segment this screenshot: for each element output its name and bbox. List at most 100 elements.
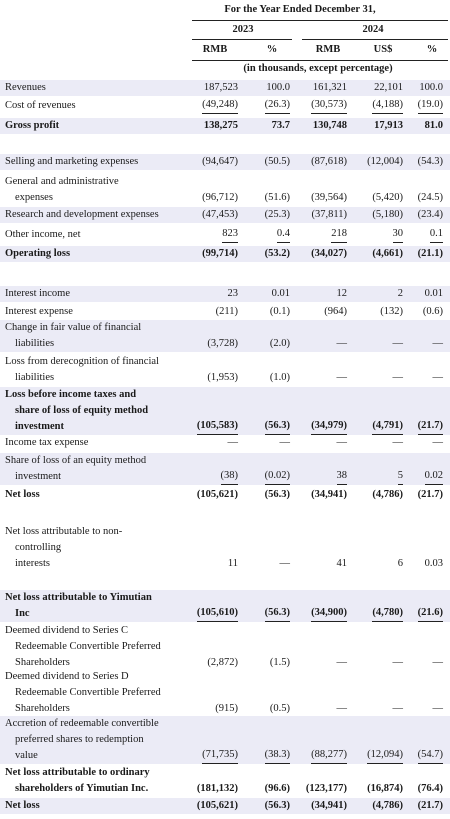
cell-value: — [336, 657, 348, 668]
cell-value: (1.0) [269, 372, 290, 383]
cell-value: (4,786) [372, 800, 403, 811]
period-header: For the Year Ended December 31, [224, 4, 376, 15]
cell-value: 0.01 [424, 288, 443, 299]
table-row: Share of loss of an equity method investm… [0, 453, 450, 485]
row-label: Net loss attributable to non-controlling… [5, 524, 122, 572]
cell-value: (39,564) [311, 192, 347, 203]
label-line: General and administrative [5, 176, 119, 187]
cell-value: 0.01 [271, 288, 290, 299]
table-row: Net loss (105,621) (56.3) (34,941) (4,786) (2… [0, 487, 450, 503]
cell-value: (51.6) [264, 192, 290, 203]
cell-value: 218 [331, 226, 347, 243]
cell-value: (2.0) [269, 338, 290, 349]
row-label: Cost of revenues [5, 98, 76, 114]
cell-value: (12,094) [367, 747, 403, 764]
cell-value: — [392, 703, 404, 714]
row-label: Loss before income taxes and share of los… [5, 387, 148, 435]
label-line: Net loss attributable to Yimutian [5, 592, 152, 603]
cell-value: (4,780) [372, 605, 403, 622]
cell-value: (34,941) [311, 489, 347, 500]
cell-value: (76.4) [417, 783, 443, 794]
cell-value: (0.1) [269, 306, 290, 317]
cell-value: (94,647) [202, 156, 238, 167]
label-line: Net loss [5, 800, 40, 811]
cell-value: (47,453) [202, 209, 238, 220]
table-row: Cost of revenues (49,248) (26.3) (30,573) (4… [0, 98, 450, 114]
table-row: Net loss attributable to non-controlling… [0, 524, 450, 572]
row-label: Accretion of redeemable convertible prefe… [5, 716, 159, 764]
cell-value: 5 [397, 468, 403, 485]
cell-value: 0.02 [424, 468, 443, 485]
label-line: Shareholders [15, 703, 70, 714]
cell-value: (26.3) [264, 97, 290, 114]
cell-value: (105,610) [196, 605, 238, 622]
table-row: Net loss attributable to Yimutian Inc (105… [0, 590, 450, 622]
row-label: Income tax expense [5, 435, 88, 451]
cell-value: (24.5) [417, 192, 443, 203]
table-row: Other income, net 823 0.4 218 30 0.1 [0, 227, 450, 243]
cell-value: (211) [215, 306, 238, 317]
cell-value: (0.6) [422, 306, 443, 317]
rule [302, 39, 448, 40]
label-line: value [15, 750, 38, 761]
cell-value: (4,791) [372, 418, 403, 435]
cell-value: (132) [380, 306, 403, 317]
label-line: Shareholders [15, 657, 70, 668]
cell-value: (964) [324, 306, 347, 317]
cell-value: (56.3) [264, 800, 290, 811]
cell-value: (16,874) [367, 783, 403, 794]
cell-value: (34,941) [311, 800, 347, 811]
cell-value: 187,523 [203, 82, 238, 93]
table-row: Operating loss (99,714) (53.2) (34,027) (4,6… [0, 246, 450, 262]
table-row: Research and development expenses (47,453… [0, 207, 450, 223]
cell-value: (87,618) [311, 156, 347, 167]
cell-value: 0.1 [429, 226, 443, 243]
label-line: Revenues [5, 82, 46, 93]
cell-value: (4,786) [372, 489, 403, 500]
cell-value: (181,132) [196, 783, 238, 794]
cell-value: (5,420) [372, 192, 403, 203]
cell-value: — [432, 703, 444, 714]
label-line: Redeemable Convertible Preferred [15, 641, 161, 652]
cell-value: 2 [397, 288, 403, 299]
table-row: General and administrative expenses (96,71… [0, 174, 450, 206]
cell-value: (1,953) [207, 372, 238, 383]
table-row: Deemed dividend to Series D Redeemable Co… [0, 669, 450, 717]
cell-value: 100.0 [266, 82, 290, 93]
label-line: shareholders of Yimutian Inc. [15, 783, 149, 794]
label-line: Net loss [5, 489, 40, 500]
cell-value: (21.7) [417, 418, 443, 435]
cell-value: (21.1) [417, 248, 443, 259]
row-label: Share of loss of an equity method investm… [5, 453, 146, 485]
table-row: Revenues 187,523 100.0 161,321 22,101 100.0 [0, 80, 450, 96]
label-line: investment [15, 421, 64, 432]
label-line: investment [15, 471, 62, 482]
unit-note: (in thousands, except percentage) [243, 63, 393, 74]
cell-value: 138,275 [203, 120, 238, 131]
row-label: Net loss [5, 487, 40, 503]
cell-value: 6 [397, 558, 403, 569]
cell-value: — [336, 703, 348, 714]
label-line: Net loss attributable to ordinary [5, 767, 150, 778]
cell-value: (34,979) [311, 418, 347, 435]
rule [192, 20, 448, 21]
label-line: Operating loss [5, 248, 71, 259]
label-line: Accretion of redeemable convertible [5, 718, 159, 729]
cell-value: (21.6) [417, 605, 443, 622]
cell-value: (105,621) [196, 800, 238, 811]
cell-value: (96.6) [264, 783, 290, 794]
cell-value: — [392, 437, 404, 448]
cell-value: (37,811) [311, 209, 347, 220]
label-line: Deemed dividend to Series C [5, 625, 129, 636]
cell-value: (99,714) [202, 248, 238, 259]
unit-header: RMB [202, 44, 228, 55]
cell-value: (4,188) [372, 97, 403, 114]
cell-value: (21.7) [417, 489, 443, 500]
cell-value: 41 [336, 558, 348, 569]
cell-value: 823 [222, 226, 238, 243]
label-line: Interest expense [5, 306, 73, 317]
label-line: share of loss of equity method [15, 405, 149, 416]
cell-value: (54.3) [417, 156, 443, 167]
row-label: General and administrative expenses [5, 174, 119, 206]
